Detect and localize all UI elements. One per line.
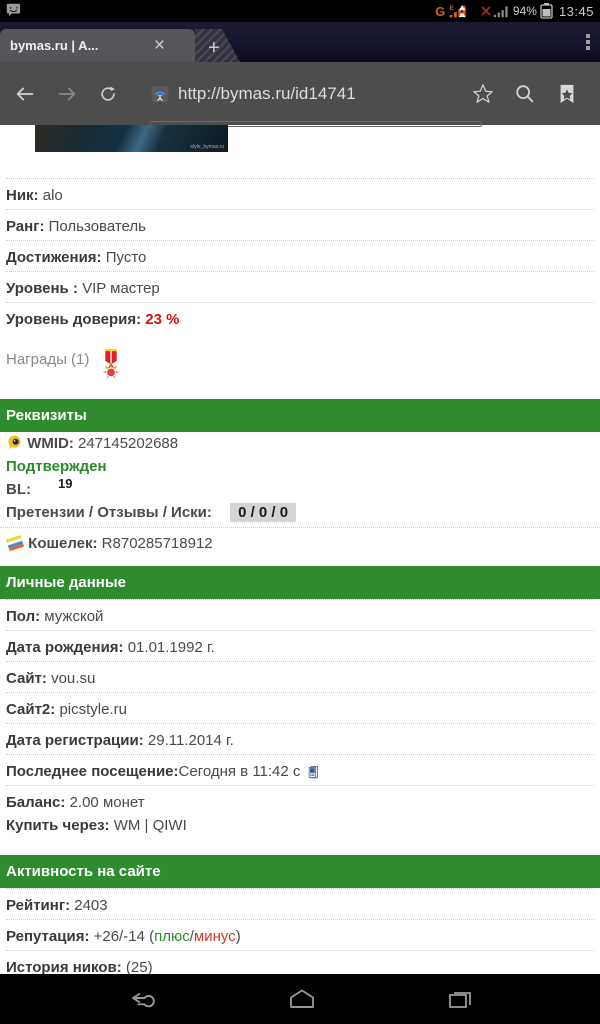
svg-text:E: E bbox=[450, 5, 455, 12]
svg-text:G: G bbox=[435, 4, 445, 19]
